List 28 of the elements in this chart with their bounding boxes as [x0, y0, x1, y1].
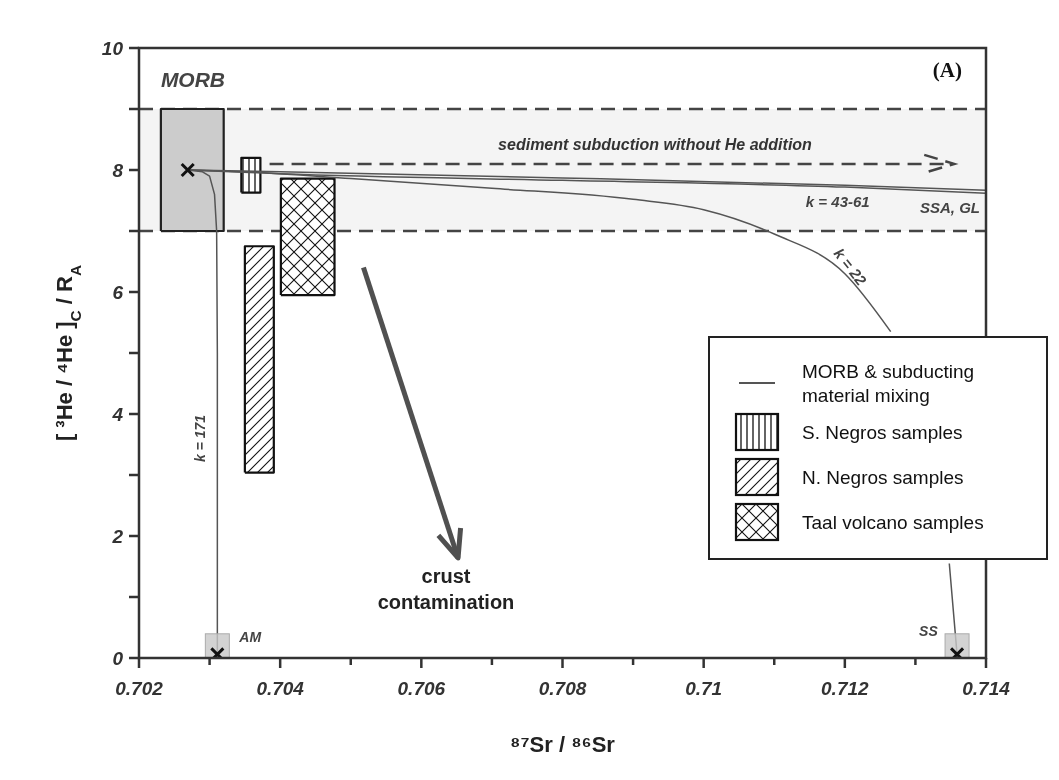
x-tick-label: 0.708: [538, 678, 587, 699]
annotation: k = 22: [830, 244, 871, 289]
y-tick-label: 8: [112, 160, 124, 181]
legend-label: Taal volcano samples: [802, 512, 984, 533]
x-tick-label: 0.714: [962, 678, 1011, 699]
annotation: sediment subduction without He addition: [498, 136, 813, 153]
legend-label: N. Negros samples: [802, 467, 964, 488]
x-tick-label: 0.702: [115, 678, 164, 699]
y-tick-label: 4: [111, 404, 124, 425]
x-tick-label: 0.712: [821, 678, 870, 699]
annotation: SSA, GL: [919, 199, 980, 217]
y-tick-label: 2: [111, 526, 124, 547]
annotation: crust contamination: [377, 565, 515, 613]
annotation: (A): [932, 58, 962, 82]
x-tick-label: 0.704: [256, 678, 305, 699]
annotation: SS: [919, 623, 939, 640]
legend-label: S. Negros samples: [802, 422, 963, 443]
annotation: AM: [238, 629, 262, 646]
legend-label: MORB & subducting material mixing: [802, 361, 975, 406]
y-tick-label: 10: [101, 38, 124, 59]
x-tick-label: 0.706: [397, 678, 446, 699]
x-tick-label: 0.71: [685, 678, 723, 699]
y-tick-label: 6: [112, 282, 124, 303]
annotation: k = 171: [192, 414, 209, 462]
annotation: MORB: [160, 68, 226, 91]
annotation: k = 43-61: [805, 193, 870, 211]
x-axis-title: ⁸⁷Sr / ⁸⁶Sr: [510, 732, 616, 757]
y-tick-label: 0: [112, 648, 124, 669]
